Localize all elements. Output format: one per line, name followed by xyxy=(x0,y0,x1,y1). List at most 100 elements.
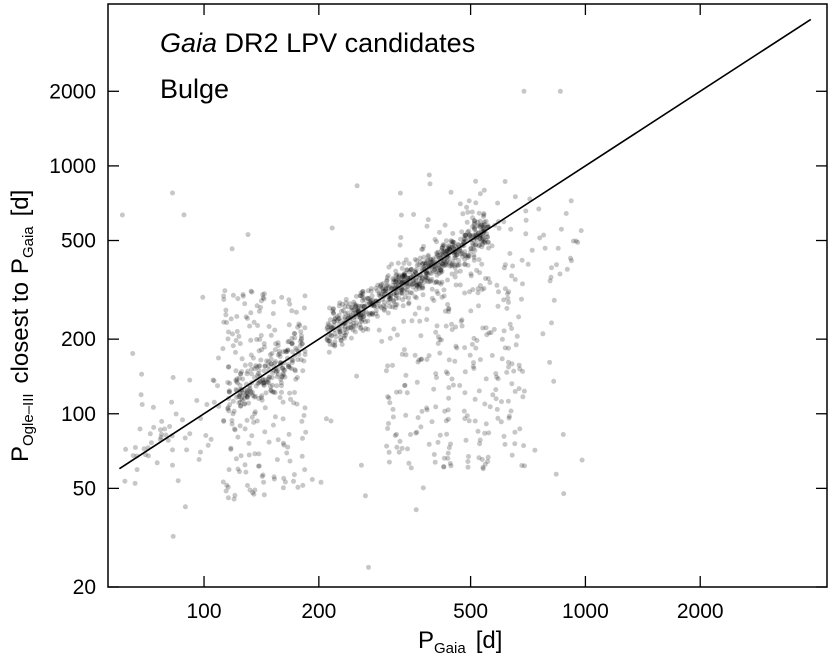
scatter-point xyxy=(445,416,451,422)
scatter-point xyxy=(286,431,292,437)
scatter-point xyxy=(482,237,488,243)
scatter-point xyxy=(502,179,508,184)
scatter-point xyxy=(419,276,425,282)
scatter-point xyxy=(407,281,413,287)
scatter-point xyxy=(324,337,330,342)
scatter-point xyxy=(123,446,129,452)
scatter-point xyxy=(452,255,458,261)
scatter-point xyxy=(223,312,229,318)
scatter-point xyxy=(480,325,486,331)
one-to-one-line xyxy=(118,18,812,470)
scatter-point xyxy=(399,286,405,292)
scatter-point xyxy=(397,242,403,248)
scatter-point xyxy=(477,270,483,276)
scatter-point xyxy=(272,327,278,333)
scatter-point xyxy=(411,280,417,286)
scatter-point xyxy=(482,461,488,467)
scatter-point xyxy=(245,392,251,398)
scatter-point xyxy=(397,389,403,395)
scatter-point xyxy=(428,256,433,262)
scatter-point xyxy=(386,449,392,455)
scatter-point xyxy=(248,310,254,316)
scatter-point xyxy=(472,242,478,248)
scatter-point xyxy=(481,221,487,227)
scatter-point xyxy=(279,373,285,379)
scatter-point xyxy=(132,480,138,486)
scatter-point xyxy=(132,445,138,450)
scatter-point xyxy=(434,323,440,329)
scatter-point xyxy=(184,447,190,453)
scatter-point xyxy=(285,339,291,345)
scatter-point xyxy=(255,381,261,386)
scatter-point xyxy=(448,238,454,244)
scatter-point xyxy=(479,457,485,462)
scatter-point xyxy=(403,352,409,358)
scatter-point xyxy=(353,323,359,329)
scatter-point xyxy=(458,236,463,242)
scatter-point xyxy=(256,396,262,401)
scatter-point xyxy=(283,348,288,354)
scatter-point xyxy=(285,444,291,450)
scatter-point xyxy=(411,278,416,284)
scatter-point xyxy=(269,351,275,356)
scatter-point xyxy=(226,467,232,473)
scatter-point xyxy=(375,313,380,319)
scatter-point xyxy=(560,432,566,437)
scatter-point xyxy=(302,467,308,473)
scatter-point xyxy=(262,405,268,411)
scatter-point xyxy=(532,447,538,453)
scatter-point xyxy=(465,255,471,260)
scatter-point xyxy=(504,369,510,375)
scatter-point xyxy=(419,408,425,414)
scatter-point xyxy=(402,383,408,389)
scatter-point xyxy=(553,471,559,477)
scatter-point xyxy=(334,318,340,324)
scatter-point xyxy=(330,306,336,312)
x-axis-title: PGaia [d] xyxy=(418,627,502,657)
scatter-point xyxy=(439,247,444,253)
scatter-point xyxy=(326,322,332,328)
scatter-point xyxy=(453,324,459,330)
scatter-point xyxy=(456,262,462,268)
scatter-point xyxy=(440,261,446,267)
scatter-point xyxy=(466,253,472,259)
scatter-point xyxy=(271,299,277,305)
scatter-point xyxy=(284,349,290,355)
scatter-point xyxy=(483,376,489,382)
scatter-point xyxy=(292,367,298,373)
scatter-point xyxy=(476,388,482,394)
scatter-point xyxy=(286,297,292,303)
scatter-point xyxy=(448,463,454,469)
scatter-point xyxy=(343,300,349,306)
scatter-point xyxy=(401,272,407,278)
scatter-point xyxy=(440,242,446,248)
scatter-point xyxy=(389,285,394,291)
scatter-point xyxy=(238,371,244,377)
scatter-point xyxy=(275,367,281,373)
scatter-point xyxy=(435,334,441,340)
scatter-point xyxy=(233,349,238,355)
scatter-point xyxy=(424,407,430,413)
scatter-point xyxy=(336,326,342,332)
y-tick-label: 1000 xyxy=(49,155,96,178)
scatter-point xyxy=(477,218,483,224)
scatter-point xyxy=(437,337,443,342)
scatter-point xyxy=(318,479,324,485)
scatter-point xyxy=(234,380,240,386)
scatter-point xyxy=(480,464,486,470)
scatter-point xyxy=(248,288,254,294)
scatter-point xyxy=(284,450,290,456)
scatter-point xyxy=(200,294,206,300)
scatter-point xyxy=(462,290,468,296)
scatter-point xyxy=(578,228,584,234)
scatter-point xyxy=(348,325,354,330)
scatter-point xyxy=(242,387,248,393)
scatter-point xyxy=(279,374,285,380)
scatter-point xyxy=(462,261,468,267)
scatter-point xyxy=(447,245,453,251)
scatter-point xyxy=(425,257,431,263)
scatter-point xyxy=(261,341,267,347)
scatter-point xyxy=(374,304,380,310)
scatter-point xyxy=(233,368,239,374)
scatter-point xyxy=(253,363,259,369)
